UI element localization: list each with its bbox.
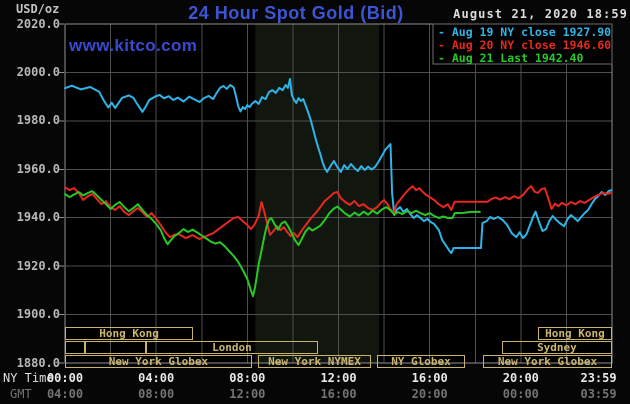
session-label: Hong Kong	[99, 327, 159, 340]
page-title: 24 Hour Spot Gold (Bid)	[188, 3, 404, 23]
x-tick-label-gmt: 04:00	[46, 387, 84, 401]
y-tick-label: 1880.0	[16, 355, 60, 370]
session-label: London	[212, 341, 252, 354]
session-box: NY Globex	[377, 355, 465, 368]
x-tick-label-ny: 00:00	[46, 371, 84, 385]
y-tick-label: 1980.0	[16, 113, 60, 128]
x-tick-label-ny: 16:00	[411, 371, 448, 385]
chart-legend: - Aug 19 NY close 1927.90 - Aug 20 NY cl…	[438, 26, 611, 64]
y-tick-label: 2020.0	[16, 16, 60, 31]
session-box: New York Globex	[65, 355, 252, 368]
legend-item-aug19: - Aug 19 NY close 1927.90	[438, 25, 612, 39]
session-box: Hong Kong	[537, 327, 612, 340]
x-tick-label-gmt: 03:59	[580, 387, 617, 401]
x-tick-label-gmt: 16:00	[320, 387, 357, 401]
x-tick-label-gmt: 08:00	[138, 387, 175, 401]
y-tick-label: 1920.0	[16, 258, 60, 273]
session-box: New York Globex	[483, 355, 612, 368]
session-box	[85, 341, 146, 354]
session-box: Sydney	[501, 341, 612, 354]
session-label: Sydney	[537, 341, 577, 354]
x-tick-label-gmt: 00:00	[502, 387, 539, 401]
x-tick-label-ny: 23:59	[580, 371, 617, 385]
session-label: New York Globex	[108, 355, 209, 368]
x-tick-label-gmt: 20:00	[411, 387, 448, 401]
y-tick-label: 1900.0	[16, 307, 60, 322]
y-axis-unit-label: USD/oz	[16, 2, 60, 16]
x-tick-label-ny: 04:00	[138, 371, 175, 385]
y-tick-label: 1940.0	[16, 210, 60, 225]
x-tick-label-ny: 12:00	[320, 371, 357, 385]
session-box: New York NYMEX	[258, 355, 371, 368]
x-tick-label-ny: 20:00	[502, 371, 539, 385]
kitco-watermark-link[interactable]: www.kitco.com	[69, 36, 198, 55]
y-tick-label: 1960.0	[16, 161, 60, 176]
session-box	[65, 341, 86, 354]
legend-item-aug21: - Aug 21 Last 1942.40	[438, 50, 584, 65]
session-label: NY Globex	[391, 355, 451, 368]
x-tick-label-ny: 08:00	[229, 371, 266, 385]
x-axis-gmt-label: GMT	[10, 387, 32, 401]
y-tick-label: 2000.0	[16, 64, 60, 79]
session-label: Hong Kong	[545, 327, 605, 340]
session-label: New York Globex	[497, 355, 598, 368]
chart-timestamp: August 21, 2020 18:59	[453, 7, 628, 21]
x-axis-ny-time-label: NY Time	[3, 371, 54, 385]
session-label: New York NYMEX	[268, 355, 361, 368]
legend-item-aug20: - Aug 20 NY close 1946.60	[438, 37, 612, 52]
session-box: Hong Kong	[65, 327, 194, 340]
x-tick-label-gmt: 12:00	[229, 387, 266, 401]
session-box: London	[145, 341, 318, 354]
